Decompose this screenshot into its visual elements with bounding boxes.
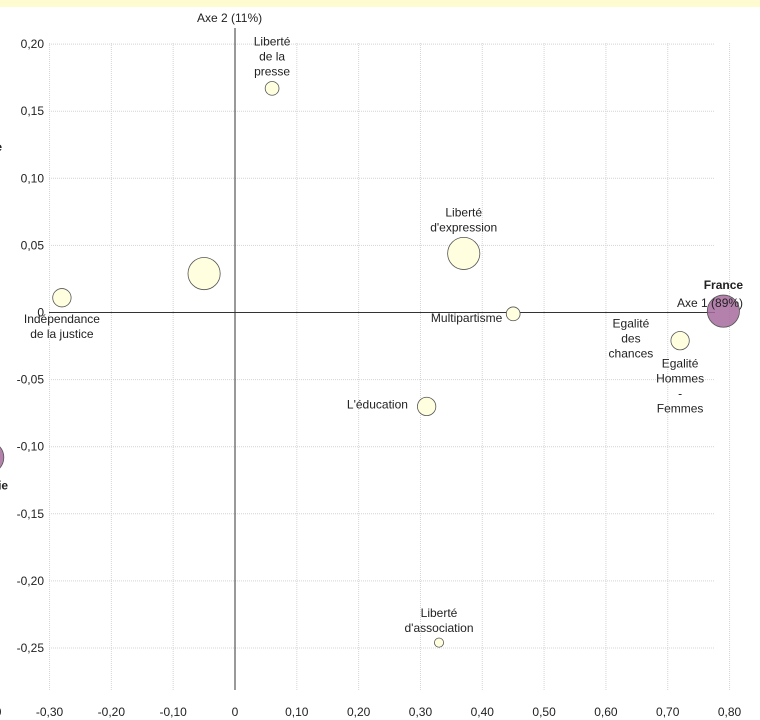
y-tick-label: -0,20 [17, 574, 45, 588]
y-tick-label: -0,15 [17, 507, 45, 521]
bubble-category [447, 236, 481, 270]
bubble-label: Tunisie [0, 140, 2, 154]
x-tick-label: 0,30 [409, 705, 433, 719]
bubble-label: des [621, 332, 640, 346]
bubble-label: presse [254, 64, 290, 78]
bubble-category [417, 396, 437, 417]
bubble-category [505, 306, 521, 322]
y-tick-label: -0,05 [17, 373, 45, 387]
x-tick-label: 0 [232, 705, 239, 719]
bubble-label: Egalité [613, 317, 650, 331]
y-tick-label: 0,15 [21, 104, 45, 118]
x-tick-label: 0,50 [532, 705, 556, 719]
axes [49, 28, 715, 690]
y-tick-label: 0,20 [21, 37, 45, 51]
bubbles [0, 81, 740, 648]
bubble-label: d'expression [430, 220, 497, 234]
x-tick-label: 0,40 [471, 705, 495, 719]
bubble-label: Multipartisme [431, 311, 503, 325]
bubble-label: L'éducation [347, 397, 408, 411]
bubble-label: de la justice [30, 327, 94, 341]
bubble-category [187, 257, 221, 291]
x-tick-label: 0,80 [718, 705, 742, 719]
bubble-label: Liberté [421, 606, 458, 620]
bubble-label: Femmes [657, 402, 704, 416]
y-tick-label: -0,10 [17, 440, 45, 454]
bubble-label: de la [259, 49, 285, 63]
bubble-label: Indépendance [24, 312, 100, 326]
x-tick-label: 0,70 [656, 705, 680, 719]
grid [49, 43, 731, 690]
bubble-label: Hommes [656, 372, 704, 386]
y-axis-title: Axe 2 (11%) [197, 11, 262, 25]
x-tick-label: 0,20 [347, 705, 371, 719]
bubble-category [670, 331, 690, 351]
bubble-label: France [704, 278, 744, 292]
bubble-label: - [678, 387, 682, 401]
bubble-label: Liberté [445, 205, 482, 219]
bubble-category [52, 288, 72, 308]
y-tick-label: 0 [37, 306, 44, 320]
y-tick-label: -0,25 [17, 641, 45, 655]
bubble-country [706, 294, 740, 328]
x-tick-label: 0,60 [594, 705, 618, 719]
y-tick-label: 0,05 [21, 238, 45, 252]
x-tick-label: -0,30 [36, 705, 64, 719]
bubble-label: d'association [405, 621, 474, 635]
x-tick-label: -0,40 [0, 705, 2, 719]
bubble-label: chances [609, 347, 654, 361]
bubble-label: Egalité [662, 357, 699, 371]
x-tick-label: -0,10 [160, 705, 188, 719]
top-highlight-strip [0, 0, 760, 7]
x-tick-label: -0,20 [98, 705, 126, 719]
bubble-country [0, 446, 5, 469]
x-tick-label: 0,10 [285, 705, 309, 719]
bubble-label: Liberté [254, 34, 291, 48]
bubble-label: Algérie [0, 479, 8, 493]
x-axis-title: Axe 1 (89%) [677, 296, 743, 310]
bubble-category [264, 81, 280, 96]
tick-labels: -0,60-0,50-0,40-0,30-0,20-0,1000,100,200… [0, 37, 742, 719]
y-tick-label: 0,10 [21, 171, 45, 185]
bubble-category [434, 637, 445, 648]
